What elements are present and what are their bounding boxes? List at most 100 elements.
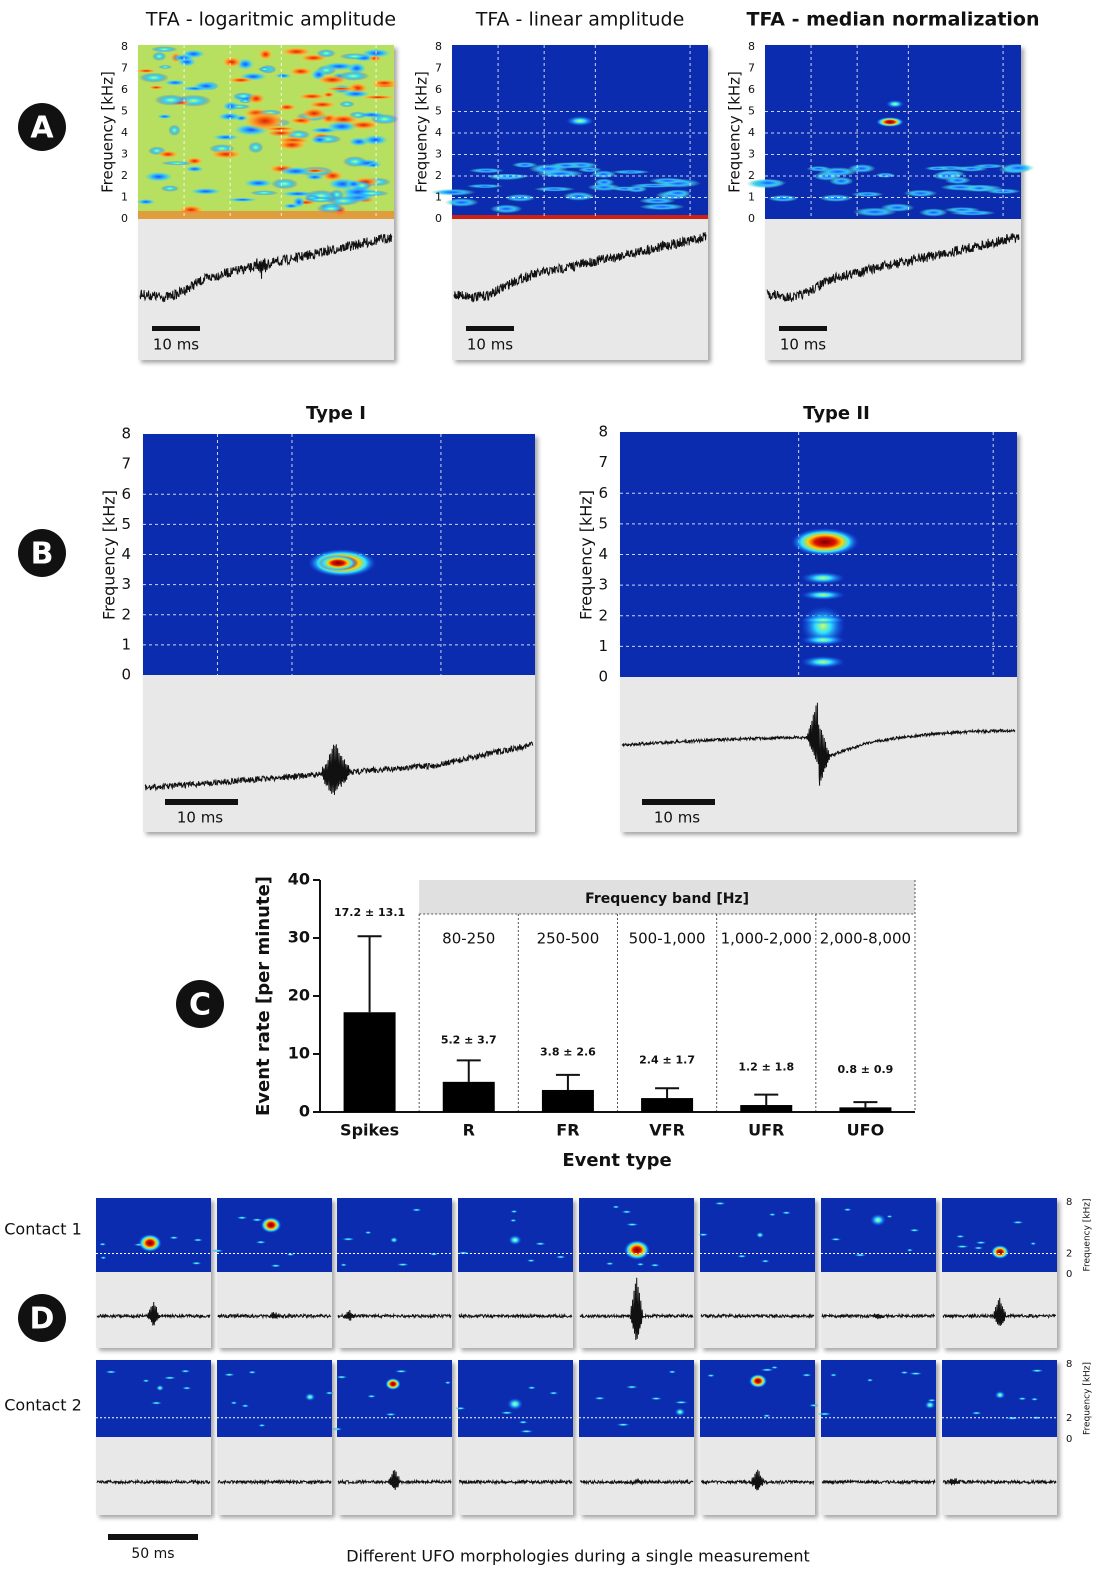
spectral-blob — [566, 116, 594, 126]
spectral-blob — [767, 194, 799, 202]
spectrogram — [765, 45, 1021, 219]
signal-trace — [217, 1312, 332, 1320]
band-label: 500-1,000 — [629, 930, 706, 948]
spectral-blob — [975, 1241, 987, 1245]
value-label: 0.8 ± 0.9 — [837, 1063, 893, 1076]
y-tick-label: 8 — [435, 40, 442, 53]
panel-title: Type II — [803, 403, 870, 424]
spectral-blob — [192, 81, 220, 91]
panel-title: TFA - median normalization — [747, 9, 1040, 31]
y-axis-label: Frequency [kHz] — [99, 71, 117, 193]
spectral-blob — [611, 169, 650, 175]
y-tick-label: 0 — [1066, 1434, 1072, 1445]
spectral-blob — [286, 1252, 295, 1256]
signal-trace — [821, 1478, 936, 1486]
spectral-blob — [612, 1205, 620, 1209]
spectral-blob — [853, 1253, 867, 1257]
spectral-blob — [360, 95, 397, 100]
spectral-blob — [650, 1397, 663, 1401]
spectral-blob — [158, 64, 173, 70]
spectral-blob — [919, 208, 948, 217]
spectral-blob — [533, 186, 576, 192]
y-tick-label: 2 — [1066, 1413, 1072, 1424]
y-tick-label: 5 — [435, 105, 442, 118]
spectral-blob — [138, 72, 170, 83]
y-tick-label: 5 — [598, 514, 608, 532]
low-band — [138, 211, 394, 219]
spectral-blob — [100, 1256, 107, 1260]
y-tick-label: 10 — [288, 1044, 310, 1063]
spectral-blob — [265, 129, 296, 137]
spectrogram — [337, 1198, 452, 1272]
spectral-blob — [221, 56, 242, 68]
bar — [541, 1089, 594, 1112]
bar — [442, 1081, 495, 1112]
spectral-blob — [801, 1373, 812, 1377]
spectral-blob — [332, 1427, 343, 1431]
y-tick-label: 2 — [121, 169, 128, 182]
spectral-blob — [973, 1246, 984, 1250]
y-tick-label: 7 — [748, 62, 755, 75]
y-axis-label: Frequency [kHz] — [1083, 1198, 1093, 1271]
spectral-blob — [138, 1234, 162, 1252]
spectral-blob — [429, 1252, 439, 1256]
contact-label: Contact 1 — [4, 1220, 82, 1239]
y-tick-label: 0 — [598, 668, 608, 686]
y-tick-label: 5 — [748, 105, 755, 118]
spectral-blob — [223, 1373, 235, 1377]
spectral-blob — [154, 94, 188, 106]
spectral-blob — [276, 103, 297, 111]
spectral-blob — [967, 184, 992, 192]
spectral-blob — [760, 1368, 774, 1372]
spectral-blob — [305, 174, 325, 181]
spectral-blob — [227, 77, 254, 84]
spectral-blob — [829, 176, 854, 186]
scale-bar-label: 10 ms — [654, 809, 700, 827]
spectral-blob — [971, 1411, 982, 1415]
spectral-blob — [1001, 163, 1035, 173]
signal-trace — [337, 1470, 452, 1491]
spectral-blob — [624, 1240, 650, 1260]
spectral-blob — [577, 166, 602, 173]
spectral-blob — [1030, 1242, 1037, 1246]
spectral-blob — [339, 53, 370, 60]
spectral-blob — [248, 141, 264, 154]
y-tick-label: 1 — [748, 191, 755, 204]
y-axis-label: Frequency [kHz] — [577, 490, 596, 620]
signal-trace — [700, 1469, 815, 1491]
spectral-blob — [340, 1263, 347, 1267]
band-header — [419, 880, 915, 914]
spectral-blob — [819, 194, 853, 202]
signal-trace — [942, 1297, 1056, 1327]
spectral-blob — [105, 1370, 117, 1374]
spectral-blob — [507, 1398, 523, 1410]
spectral-blob — [365, 162, 382, 168]
scale-bar — [642, 799, 715, 805]
y-tick-label: 7 — [598, 453, 608, 471]
spectral-blob — [157, 150, 179, 159]
spectral-blob — [528, 164, 568, 174]
y-tick-label: 7 — [121, 62, 128, 75]
signal-trace — [139, 233, 393, 303]
spectral-blob — [247, 93, 266, 105]
spectral-blob — [370, 79, 399, 87]
error-bar — [754, 1093, 779, 1106]
spectral-blob — [605, 1262, 615, 1266]
spectral-blob — [282, 203, 300, 209]
panel-title: Type I — [306, 403, 366, 424]
y-tick-label: 6 — [748, 83, 755, 96]
spectral-blob — [345, 179, 363, 189]
spectral-blob — [394, 1369, 408, 1373]
spectral-blob — [385, 1412, 397, 1416]
panel-title: TFA - logaritmic amplitude — [145, 9, 396, 31]
panel-badge — [18, 1294, 66, 1342]
spectral-blob — [455, 1406, 466, 1410]
spectral-blob — [335, 1375, 348, 1379]
spectral-blob — [639, 197, 676, 205]
y-axis-label: Frequency [kHz] — [726, 71, 744, 193]
spectral-blob — [801, 616, 845, 624]
bar — [839, 1107, 892, 1112]
spectral-blob — [310, 135, 329, 144]
value-label: 17.2 ± 13.1 — [334, 906, 405, 919]
spectral-blob — [364, 1231, 372, 1235]
